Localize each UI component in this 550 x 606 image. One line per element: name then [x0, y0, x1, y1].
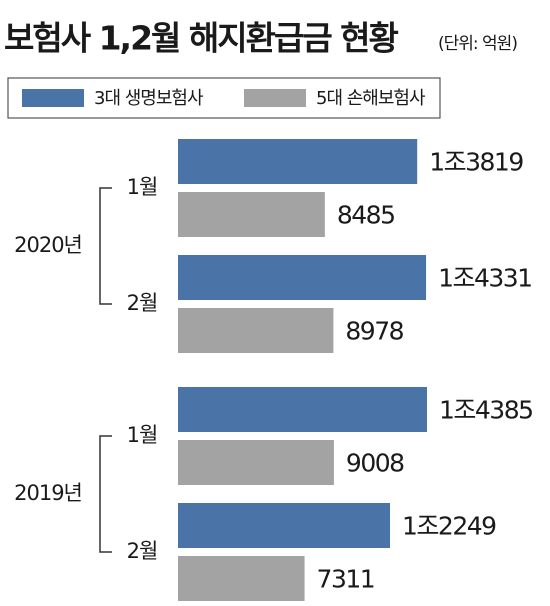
chart-title: 보험사 1,2월 해지환급금 현황 — [4, 19, 399, 58]
value-label: 9008 — [346, 449, 404, 478]
legend-label: 5대 손해보험사 — [316, 88, 426, 109]
bar — [178, 308, 334, 353]
value-label: 1조2249 — [402, 512, 496, 541]
value-label: 1조3819 — [429, 148, 523, 177]
group-label: 2020년 — [14, 233, 82, 257]
bar — [178, 503, 391, 548]
category-label: 1월 — [127, 423, 158, 447]
bar — [178, 139, 418, 184]
value-label: 1조4385 — [439, 396, 533, 425]
category-label: 1월 — [127, 175, 158, 199]
bar — [178, 387, 428, 432]
legend-swatch — [244, 89, 306, 107]
value-label: 7311 — [317, 565, 375, 594]
group-label: 2019년 — [14, 481, 82, 505]
value-label: 8485 — [337, 201, 395, 230]
legend-swatch — [22, 89, 84, 107]
bar — [178, 192, 325, 237]
bar — [178, 255, 427, 300]
category-label: 2월 — [127, 291, 158, 315]
group-bracket — [99, 187, 112, 305]
chart-subtitle: (단위: 억원) — [438, 34, 517, 54]
value-label: 8978 — [345, 317, 403, 346]
group-bracket — [99, 435, 112, 553]
bar — [178, 556, 305, 601]
legend-label: 3대 생명보험사 — [94, 88, 204, 109]
value-label: 1조4331 — [438, 264, 532, 293]
category-label: 2월 — [127, 539, 158, 563]
bar — [178, 440, 334, 485]
